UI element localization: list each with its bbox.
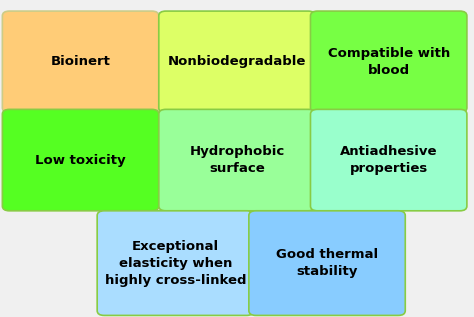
Text: Low toxicity: Low toxicity (35, 153, 126, 167)
Text: Exceptional
elasticity when
highly cross-linked: Exceptional elasticity when highly cross… (105, 240, 246, 287)
FancyBboxPatch shape (310, 11, 467, 113)
FancyBboxPatch shape (159, 11, 315, 113)
FancyBboxPatch shape (310, 109, 467, 211)
Text: Bioinert: Bioinert (51, 55, 110, 68)
Text: Hydrophobic
surface: Hydrophobic surface (190, 145, 284, 175)
FancyBboxPatch shape (97, 211, 254, 315)
FancyBboxPatch shape (2, 11, 159, 113)
FancyBboxPatch shape (249, 211, 405, 315)
FancyBboxPatch shape (2, 109, 159, 211)
Text: Antiadhesive
properties: Antiadhesive properties (340, 145, 438, 175)
Text: Good thermal
stability: Good thermal stability (276, 248, 378, 278)
Text: Compatible with
blood: Compatible with blood (328, 47, 450, 77)
FancyBboxPatch shape (159, 109, 315, 211)
Text: Nonbiodegradable: Nonbiodegradable (168, 55, 306, 68)
